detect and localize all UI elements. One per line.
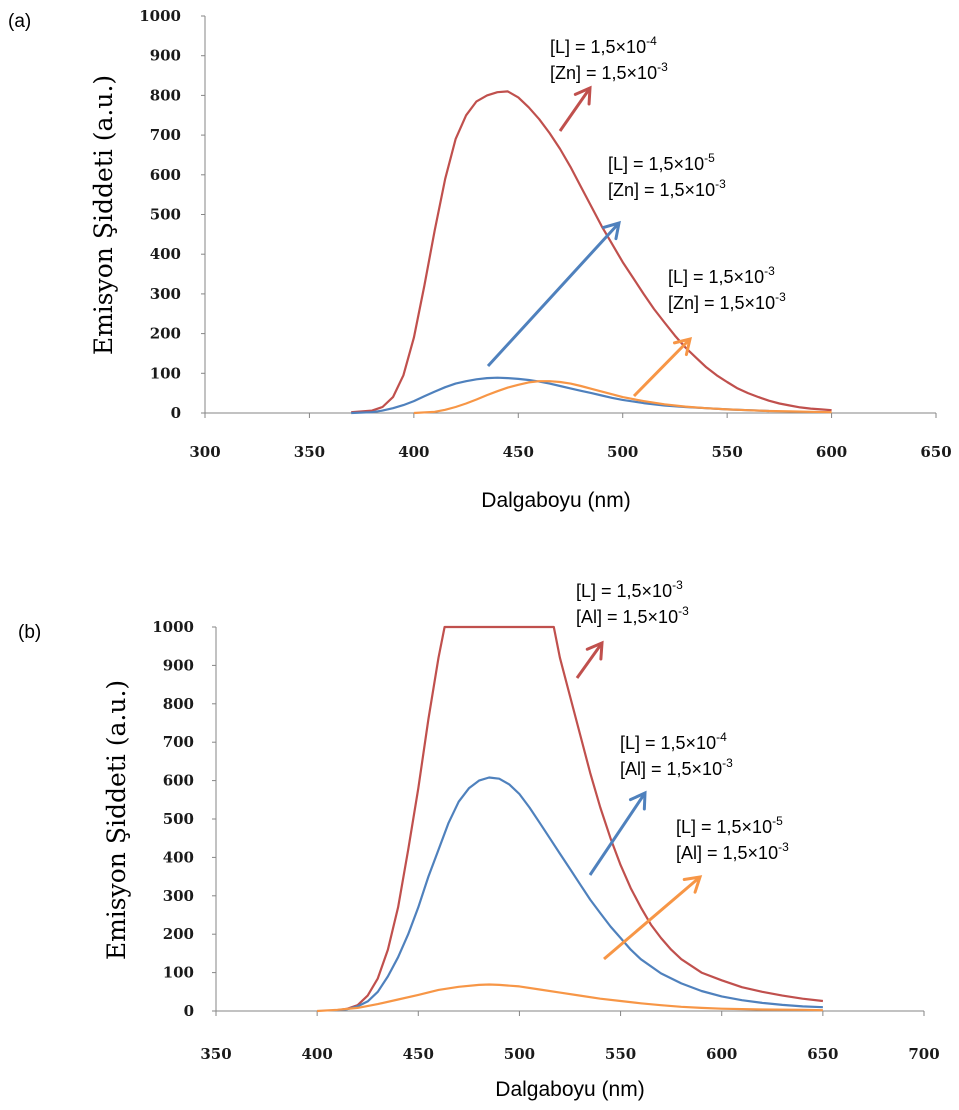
arrowhead-orange [682,875,703,894]
y-tick-label: 800 [163,695,194,713]
y-tick-label: 500 [163,810,194,828]
annotation-exponent: -3 [657,60,668,74]
arrowhead-orange [672,336,693,357]
arrowhead-red [585,640,604,661]
x-tick-label: 450 [503,443,534,461]
annotation-line2: [Zn] = 1,5×10-3 [550,60,668,83]
y-tick-label: 300 [163,887,194,905]
annotation-exponent: -5 [772,814,783,828]
annotation-blue: [L] = 1,5×10-5 [Zn] = 1,5×10-3 [486,151,726,368]
x-tick-label: 300 [189,443,220,461]
panel-label-b: (b) [18,622,41,643]
x-tick-label: 350 [200,1045,231,1063]
annotation-line1: [L] = 1,5×10-5 [608,151,715,174]
arrowhead-red [573,85,592,106]
annotation-blue: [L] = 1,5×10-4 [Al] = 1,5×10-3 [588,730,733,876]
y-tick-label: 800 [150,86,181,104]
series-line-orange [413,380,832,415]
series-line-blue [337,776,823,1012]
annotation-exponent: -4 [646,34,657,48]
x-tick-label: 500 [504,1045,535,1063]
annotation-line1: [L] = 1,5×10-3 [576,578,683,601]
arrow-blue [588,792,647,876]
annotation-line1: [L] = 1,5×10-5 [676,814,783,837]
annotation-orange: [L] = 1,5×10-3 [Zn] = 1,5×10-3 [632,264,786,398]
series-line-red [337,625,824,1012]
y-tick-label: 1000 [152,618,194,636]
arrow-orange [632,337,692,398]
annotation-exponent: -3 [715,177,726,191]
y-tick-label: 100 [150,364,181,382]
annotation-line2: [Al] = 1,5×10-3 [676,840,789,863]
y-tick-label: 600 [163,772,194,790]
chart-panel-a: (a) 0 100 200 300 400 500 600 700 800 900 1000 300 35… [8,7,952,512]
annotation-exponent: -3 [778,840,789,854]
y-tick-label: 1000 [139,7,181,25]
arrow-orange [603,875,701,961]
x-tick-label: 400 [398,443,429,461]
annotation-exponent: -3 [678,604,689,618]
y-tick-label: 500 [150,206,181,224]
x-tick-label: 500 [607,443,638,461]
x-tick-label: 550 [605,1045,636,1063]
annotation-line1: [L] = 1,5×10-3 [668,264,775,287]
y-tick-label: 400 [163,848,194,866]
x-tick-label: 700 [908,1045,939,1063]
annotation-line2: [Zn] = 1,5×10-3 [608,177,726,200]
annotation-line2: [Al] = 1,5×10-3 [620,756,733,779]
y-tick-label: 700 [150,126,181,144]
annotation-exponent: -3 [722,756,733,770]
annotation-exponent: -4 [716,730,727,744]
annotation-exponent: -5 [704,151,715,165]
series-line-blue [351,376,769,415]
annotation-exponent: -3 [672,578,683,592]
chart-panel-b: (b) 0 100 200 300 400 500 600 700 800 900 1000 350 40… [18,578,940,1101]
x-axis-label: Dalgaboyu (nm) [495,1078,644,1101]
arrow-red [575,642,604,679]
annotation-line1: [L] = 1,5×10-4 [620,730,727,753]
annotation-line2: [Al] = 1,5×10-3 [576,604,689,627]
arrow-red [558,87,592,132]
y-tick-label: 600 [150,166,181,184]
x-tick-label: 600 [816,443,847,461]
x-tick-label: 350 [294,443,325,461]
x-tick-label: 600 [706,1045,737,1063]
annotation-red: [L] = 1,5×10-3 [Al] = 1,5×10-3 [575,578,689,679]
y-tick-label: 900 [163,656,194,674]
y-tick-label: 300 [150,285,181,303]
annotation-line2: [Zn] = 1,5×10-3 [668,290,786,313]
y-tick-label: 100 [163,964,194,982]
y-tick-label: 0 [184,1002,194,1020]
annotation-red: [L] = 1,5×10-4 [Zn] = 1,5×10-3 [550,34,668,132]
annotation-exponent: -3 [775,290,786,304]
series-line-red [351,90,832,414]
y-tick-label: 0 [171,404,181,422]
x-tick-label: 450 [403,1045,434,1063]
x-tick-label: 650 [807,1045,838,1063]
y-tick-label: 200 [163,925,194,943]
arrowhead-blue [602,220,621,241]
x-tick-label: 550 [711,443,742,461]
y-axis-label: Emisyon Şiddeti (a.u.) [102,680,131,960]
panel-label-a: (a) [8,11,31,32]
y-axis-label: Emisyon Şiddeti (a.u.) [89,75,118,355]
arrowhead-blue [628,790,647,811]
x-tick-label: 650 [920,443,951,461]
y-tick-label: 900 [150,47,181,65]
annotation-orange: [L] = 1,5×10-5 [Al] = 1,5×10-3 [603,814,789,961]
y-tick-label: 400 [150,245,181,263]
arrow-blue [486,221,621,368]
y-tick-label: 200 [150,325,181,343]
x-tick-label: 400 [301,1045,332,1063]
annotation-line1: [L] = 1,5×10-4 [550,34,657,57]
series-line-orange [317,983,823,1013]
annotation-exponent: -3 [764,264,775,278]
y-tick-label: 700 [163,733,194,751]
x-axis-label: Dalgaboyu (nm) [481,489,630,512]
